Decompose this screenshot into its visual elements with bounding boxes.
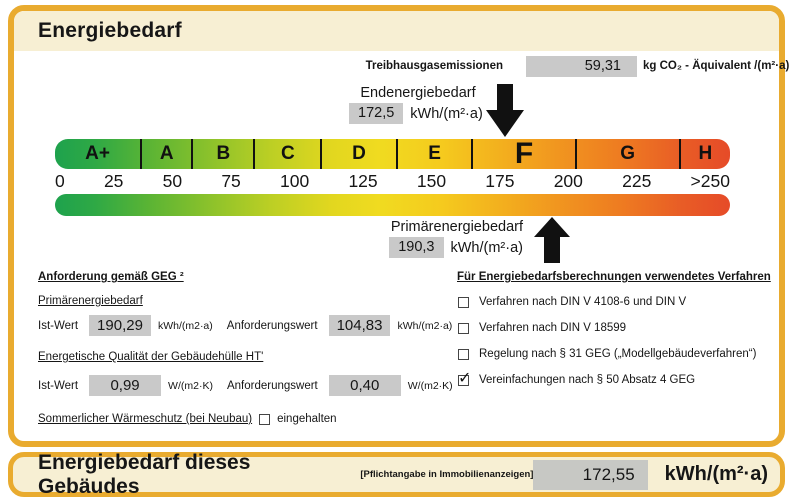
class-label: F xyxy=(514,139,534,169)
scale-tick: 25 xyxy=(103,171,124,191)
panel-header: Energiebedarf xyxy=(14,11,779,51)
class-label: E xyxy=(428,143,441,164)
scale-tick-row: 0 25 50 75 100 125 150 175 200 225 >250 xyxy=(55,171,730,193)
class-label: A xyxy=(159,143,174,164)
check-icon: ✓ xyxy=(458,369,472,387)
scale-tick: 125 xyxy=(348,171,378,191)
page-title: Energiebedarf xyxy=(38,19,182,42)
energy-class-b: B xyxy=(191,139,253,169)
method-checkbox[interactable]: ✓ xyxy=(458,322,469,334)
primary-energy-value-row: 190,3 kWh/(m²·a) xyxy=(363,237,523,258)
energy-class-f: F xyxy=(471,139,574,169)
scale-tick: 200 xyxy=(553,171,583,191)
ist-wert-label: Ist-Wert xyxy=(38,319,79,332)
method-label: Regelung nach § 31 GEG („Modellgebäudeve… xyxy=(479,348,757,360)
class-label: A+ xyxy=(85,143,110,164)
ist-wert-label: Ist-Wert xyxy=(38,379,79,392)
end-energy-value-row: 172,5 kWh/(m²·a) xyxy=(349,103,483,124)
method-checkbox[interactable]: ✓ xyxy=(458,296,469,308)
scale-tick: 225 xyxy=(622,171,652,191)
summer-heat-protection-row: Sommerlicher Wärmeschutz (bei Neubau) ✓ … xyxy=(38,413,337,425)
ist-wert-unit: kWh/(m2·a) xyxy=(157,319,213,332)
eingehalten-checkbox[interactable]: ✓ xyxy=(259,413,271,425)
anforderungswert-label: Anforderungswert xyxy=(226,379,318,392)
emissions-value-box: 59,31 xyxy=(526,56,637,77)
anforderungswert-unit: W/(m2·K) xyxy=(407,379,453,392)
ist-wert-value-box: 0,99 xyxy=(89,375,162,396)
energy-class-scale: A+ A B C D E F G H 0 25 50 75 100 125 15… xyxy=(55,139,730,216)
method-item-din-18599: ✓ Verfahren nach DIN V 18599 xyxy=(458,322,626,334)
up-arrow-icon xyxy=(534,217,570,263)
emissions-unit: kg CO₂ - Äquivalent /(m²·a) xyxy=(643,60,790,72)
energy-class-h: H xyxy=(678,139,730,169)
gradient-bar xyxy=(55,194,730,216)
scale-tick: 150 xyxy=(416,171,447,191)
class-label: D xyxy=(352,143,366,164)
energy-class-g: G xyxy=(574,139,679,169)
envelope-values-row: Ist-Wert 0,99 W/(m2·K) Anforderungswert … xyxy=(38,375,453,396)
primary-energy-values-row: Ist-Wert 190,29 kWh/(m2·a) Anforderungsw… xyxy=(38,315,452,336)
energy-class-d: D xyxy=(320,139,396,169)
end-energy-label: Endenergiebedarf xyxy=(360,85,476,101)
summer-heat-protection-label: Sommerlicher Wärmeschutz (bei Neubau) xyxy=(38,413,253,425)
method-label: Vereinfachungen nach § 50 Absatz 4 GEG xyxy=(479,374,696,386)
footer-unit: kWh/(m²·a) xyxy=(664,463,768,485)
anforderungswert-value-box: 104,83 xyxy=(328,315,391,336)
method-checkbox[interactable]: ✓ xyxy=(458,348,469,360)
energy-class-a: A xyxy=(140,139,191,169)
scale-tick: 75 xyxy=(221,171,241,191)
class-band: A+ A B C D E F G H xyxy=(55,139,730,169)
envelope-quality-heading: Energetische Qualität der Gebäudehülle H… xyxy=(38,351,264,363)
scale-tick: 175 xyxy=(485,171,515,191)
class-label: B xyxy=(216,143,231,164)
anforderungswert-unit: kWh/(m2·a) xyxy=(397,319,453,332)
anforderungswert-label: Anforderungswert xyxy=(226,319,318,332)
energy-class-c: C xyxy=(253,139,320,169)
primary-energy-value-box: 190,3 xyxy=(389,237,444,258)
methods-title: Für Energiebedarfsberechnungen verwendet… xyxy=(457,271,771,283)
footer-note: [Pflichtangabe in Immobilienanzeigen] xyxy=(360,469,534,480)
scale-tick: 0 xyxy=(55,171,65,191)
class-label: G xyxy=(620,143,636,164)
scale-tick: >250 xyxy=(690,171,730,191)
primary-energy-unit: kWh/(m²·a) xyxy=(450,239,524,256)
energy-class-a-plus: A+ xyxy=(55,139,140,169)
scale-tick: 100 xyxy=(280,171,310,191)
footer-summary-bar: Energiebedarf dieses Gebäudes [Pflichtan… xyxy=(8,450,785,498)
method-item-vereinfachungen: ✓ Vereinfachungen nach § 50 Absatz 4 GEG xyxy=(458,370,696,387)
requirements-title: Anforderung gemäß GEG ² xyxy=(38,271,184,283)
ist-wert-unit: W/(m2·K) xyxy=(168,379,213,392)
anforderungswert-value-box: 0,40 xyxy=(328,375,401,396)
method-item-modellgebaeude: ✓ Regelung nach § 31 GEG („Modellgebäude… xyxy=(458,348,756,360)
footer-value-box: 172,55 xyxy=(533,459,648,490)
emissions-label: Treibhausgasemissionen xyxy=(365,60,503,72)
class-label: H xyxy=(698,143,713,164)
end-energy-unit: kWh/(m²·a) xyxy=(410,105,483,122)
end-energy-value-box: 172,5 xyxy=(349,103,404,124)
primary-energy-heading: Primärenergiebedarf xyxy=(38,295,143,307)
method-checkbox[interactable]: ✓ xyxy=(458,370,471,387)
footer-title: Energiebedarf dieses Gebäudes xyxy=(38,450,251,498)
method-item-din-4108: ✓ Verfahren nach DIN V 4108-6 und DIN V xyxy=(458,296,686,308)
eingehalten-label: eingehalten xyxy=(277,413,337,425)
down-arrow-icon xyxy=(486,84,524,137)
ist-wert-value-box: 190,29 xyxy=(89,315,151,336)
primary-energy-label: Primärenergiebedarf xyxy=(390,219,523,235)
method-label: Verfahren nach DIN V 18599 xyxy=(479,322,627,334)
method-label: Verfahren nach DIN V 4108-6 und DIN V xyxy=(479,296,687,308)
class-label: C xyxy=(280,143,295,164)
scale-tick: 50 xyxy=(162,171,183,191)
energy-class-e: E xyxy=(395,139,472,169)
certificate-main-panel: Energiebedarf xyxy=(8,5,785,447)
